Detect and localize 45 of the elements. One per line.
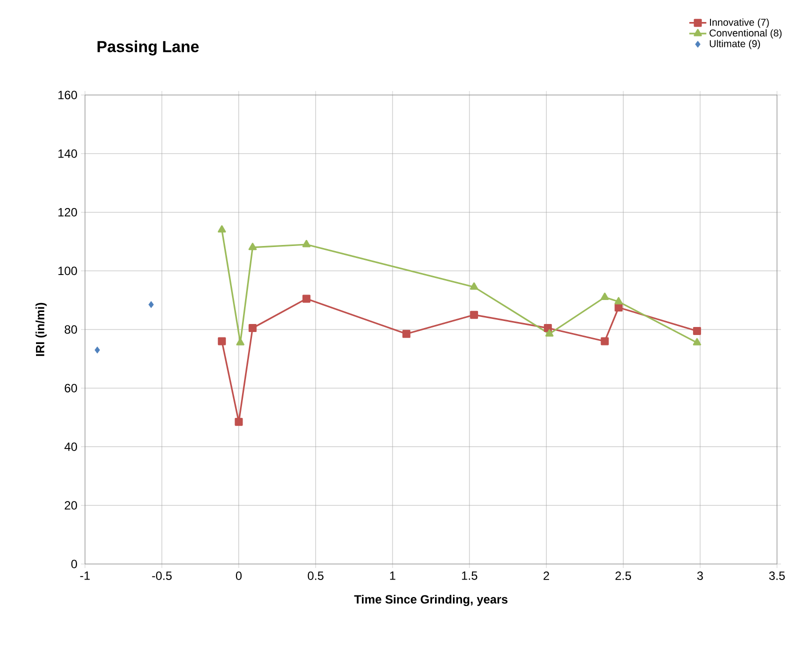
point: [600, 292, 609, 300]
x-tick-label: 2: [544, 572, 550, 580]
point: [218, 337, 226, 346]
y-tick-label: 100: [58, 266, 78, 276]
y-tick-label: 80: [64, 325, 78, 334]
point: [218, 225, 226, 233]
point: [94, 346, 100, 354]
point: [544, 324, 552, 332]
x-tick-label: 3.5: [769, 572, 785, 580]
chart-title: Passing Lane: [98, 40, 199, 56]
y-axis-title: IRI (in/mi): [36, 302, 47, 356]
point: [402, 330, 410, 338]
x-tick-label: -1: [80, 572, 90, 580]
point: [600, 337, 609, 346]
y-tick-label: 40: [64, 442, 78, 451]
legend-label: Conventional (8): [710, 29, 782, 38]
point: [614, 297, 623, 304]
legend-label: Innovative (7): [710, 18, 769, 28]
x-tick-label: 2.5: [616, 572, 632, 580]
y-tick-label: 20: [64, 501, 78, 510]
point: [614, 304, 623, 312]
x-tick-label: 1.5: [462, 572, 478, 580]
point: [692, 338, 702, 346]
point: [248, 242, 257, 250]
x-tick-label: 3: [697, 572, 703, 580]
x-tick-label: -0.5: [152, 572, 172, 580]
point: [470, 282, 478, 290]
x-tick-label: 1: [390, 572, 396, 580]
x-axis-title: Time Since Grinding, years: [354, 594, 508, 606]
y-tick-label: 140: [58, 149, 78, 158]
x-tick-label: 0: [236, 572, 242, 580]
y-tick-label: 60: [64, 384, 78, 392]
legend-label: Ultimate (9): [710, 40, 760, 50]
y-tick-label: 160: [58, 90, 78, 100]
y-tick-label: 120: [58, 208, 78, 216]
point: [248, 324, 257, 332]
point: [302, 240, 311, 248]
point: [470, 310, 478, 319]
y-tick-label: 0: [71, 560, 78, 568]
point: [234, 418, 243, 426]
point: [302, 294, 310, 303]
point: [693, 326, 702, 335]
point: [148, 301, 154, 308]
x-tick-label: 0.5: [308, 572, 324, 580]
point: [545, 329, 554, 337]
